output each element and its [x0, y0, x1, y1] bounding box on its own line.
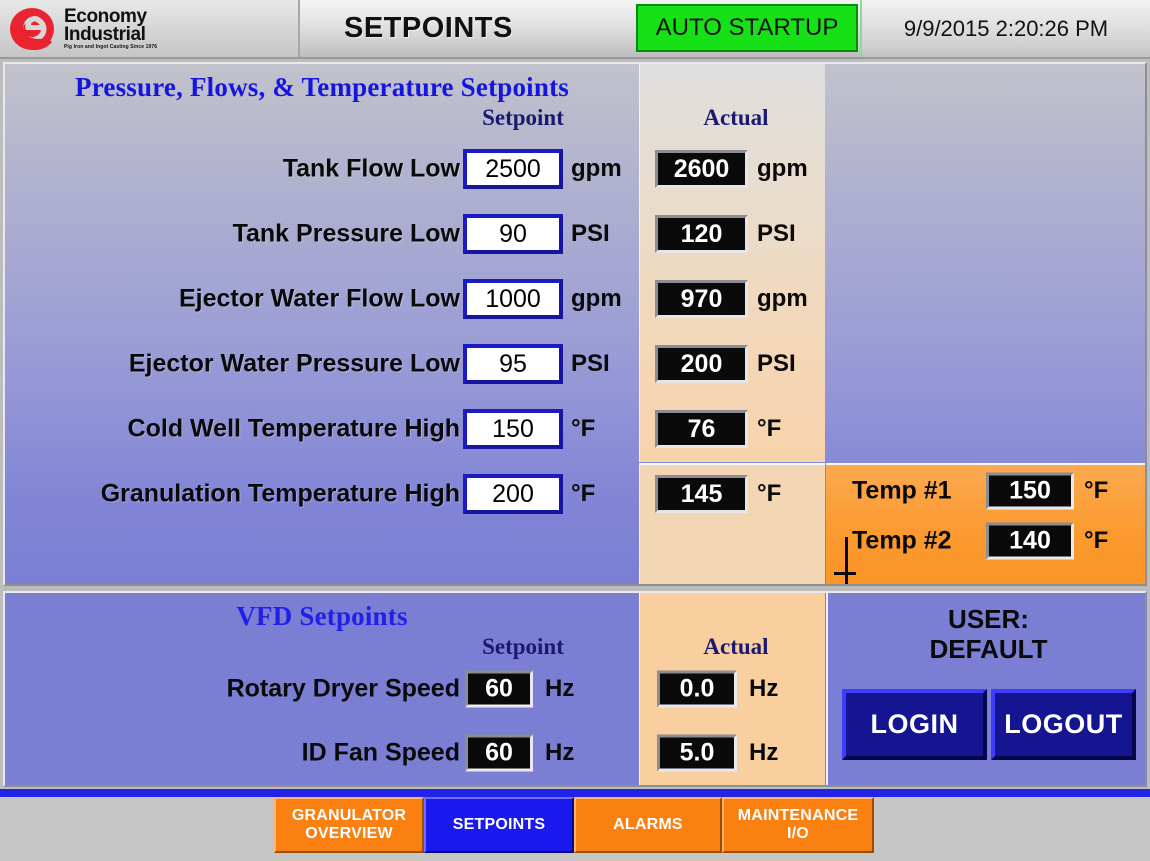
section1-title: Pressure, Flows, & Temperature Setpoints [75, 72, 569, 102]
setpoint-row: Granulation Temperature High 200 °F 145 … [5, 462, 1145, 526]
login-button-group: LOGIN LOGOUT [842, 689, 1136, 760]
nav-button-maintenance-io[interactable]: MAINTENANCE I/O [722, 797, 874, 853]
setpoint-row: Cold Well Temperature High 150 °F 76 °F [5, 397, 1145, 461]
row-label: Rotary Dryer Speed [226, 674, 460, 703]
actual-unit: °F [757, 480, 782, 507]
row-label: Tank Pressure Low [232, 219, 460, 248]
section2-setpoint-column-header: Setpoint [482, 634, 564, 659]
page-title: SETPOINTS [344, 12, 513, 44]
actual-value: 5.0 [657, 734, 737, 772]
section2-title: VFD Setpoints [236, 601, 408, 631]
section2-actual-column-header: Actual [703, 634, 769, 659]
row-label: Tank Flow Low [282, 154, 460, 183]
setpoint-input[interactable]: 2500 [463, 149, 563, 189]
setpoint-unit: gpm [571, 155, 622, 182]
vfd-row: ID Fan Speed 60 Hz 5.0 Hz [5, 721, 1145, 785]
economy-e-logo-icon [8, 5, 60, 53]
actual-value: 145 [655, 475, 748, 513]
setpoint-row: Tank Flow Low 2500 gpm 2600 gpm [5, 137, 1145, 201]
setpoint-input[interactable]: 95 [463, 344, 563, 384]
row-label: ID Fan Speed [301, 738, 460, 767]
nav-button-alarms[interactable]: ALARMS [574, 797, 722, 853]
setpoint-unit: Hz [545, 675, 575, 702]
temp-unit: °F [1084, 527, 1109, 554]
temp-row: Temp #1 150 °F [826, 467, 1145, 515]
user-label: USER: DEFAULT [929, 604, 1048, 664]
logo-line-2: Industrial [64, 24, 146, 45]
actual-value: 2600 [655, 150, 748, 188]
nav-button-group: GRANULATOR OVERVIEW SETPOINTS ALARMS MAI… [274, 797, 874, 853]
vfd-setpoints-panel: USER: DEFAULT LOGIN LOGOUT VFD Setpoints… [3, 591, 1147, 787]
temp-label: Temp #2 [852, 526, 952, 555]
app-header: Economy Industrial Pig Iron and Ingot Ca… [0, 0, 1150, 59]
status-badge[interactable]: AUTO STARTUP [636, 4, 858, 52]
section1-setpoint-column-header: Setpoint [482, 105, 564, 130]
company-logo: Economy Industrial Pig Iron and Ingot Ca… [0, 0, 300, 57]
setpoint-input[interactable]: 60 [465, 670, 533, 708]
actual-unit: PSI [757, 350, 796, 377]
logo-tagline: Pig Iron and Ingot Casting Since 1976 [64, 44, 158, 50]
temp-unit: °F [1084, 477, 1109, 504]
actual-value: 0.0 [657, 670, 737, 708]
setpoint-input[interactable]: 150 [463, 409, 563, 449]
setpoint-unit: °F [571, 480, 596, 507]
actual-unit: Hz [749, 675, 779, 702]
setpoint-unit: °F [571, 415, 596, 442]
clock-display: 9/9/2015 2:20:26 PM [860, 0, 1150, 57]
setpoint-input[interactable]: 60 [465, 734, 533, 772]
vfd-row: Rotary Dryer Speed 60 Hz 0.0 Hz [5, 657, 1145, 721]
temp-value: 150 [986, 472, 1074, 510]
setpoint-input[interactable]: 90 [463, 214, 563, 254]
section1-actual-column-header: Actual [703, 105, 769, 130]
logo-line-1: Economy [64, 6, 147, 27]
row-label: Granulation Temperature High [100, 479, 460, 508]
actual-value: 120 [655, 215, 748, 253]
actual-column-background [639, 64, 825, 462]
actual-unit: gpm [757, 155, 808, 182]
setpoint-unit: gpm [571, 285, 622, 312]
granulation-temp-detail-panel [826, 463, 1145, 584]
row-label: Ejector Water Flow Low [178, 284, 460, 313]
setpoint-unit: PSI [571, 350, 610, 377]
nav-button-granulator-overview[interactable]: GRANULATOR OVERVIEW [274, 797, 424, 853]
actual-unit: PSI [757, 220, 796, 247]
temp-bracket-icon [834, 537, 856, 584]
actual-value: 200 [655, 345, 748, 383]
actual-value: 76 [655, 410, 748, 448]
setpoint-unit: Hz [545, 739, 575, 766]
setpoint-unit: PSI [571, 220, 610, 247]
temp-label: Temp #1 [852, 476, 952, 505]
row-label: Cold Well Temperature High [127, 414, 460, 443]
temp-readouts: Temp #1 150 °F Temp #2 140 °F [826, 463, 1145, 584]
setpoint-input[interactable]: 1000 [463, 279, 563, 319]
login-button[interactable]: LOGIN [842, 689, 987, 760]
nav-button-setpoints[interactable]: SETPOINTS [424, 797, 574, 853]
actual-unit: gpm [757, 285, 808, 312]
user-session-panel: USER: DEFAULT LOGIN LOGOUT [826, 593, 1145, 785]
row-label: Ejector Water Pressure Low [128, 349, 460, 378]
actual-value: 970 [655, 280, 748, 318]
logout-button[interactable]: LOGOUT [991, 689, 1136, 760]
setpoint-row: Ejector Water Flow Low 1000 gpm 970 gpm [5, 267, 1145, 331]
pressure-flows-temperature-panel: Pressure, Flows, & Temperature Setpoints… [3, 62, 1147, 586]
actual-unit: °F [757, 415, 782, 442]
bottom-navigation-bar: GRANULATOR OVERVIEW SETPOINTS ALARMS MAI… [0, 789, 1150, 861]
temp-value: 140 [986, 522, 1074, 560]
temp-row: Temp #2 140 °F [826, 517, 1145, 565]
setpoint-input[interactable]: 200 [463, 474, 563, 514]
setpoint-row: Ejector Water Pressure Low 95 PSI 200 PS… [5, 332, 1145, 396]
setpoint-row: Tank Pressure Low 90 PSI 120 PSI [5, 202, 1145, 266]
actual-unit: Hz [749, 739, 779, 766]
